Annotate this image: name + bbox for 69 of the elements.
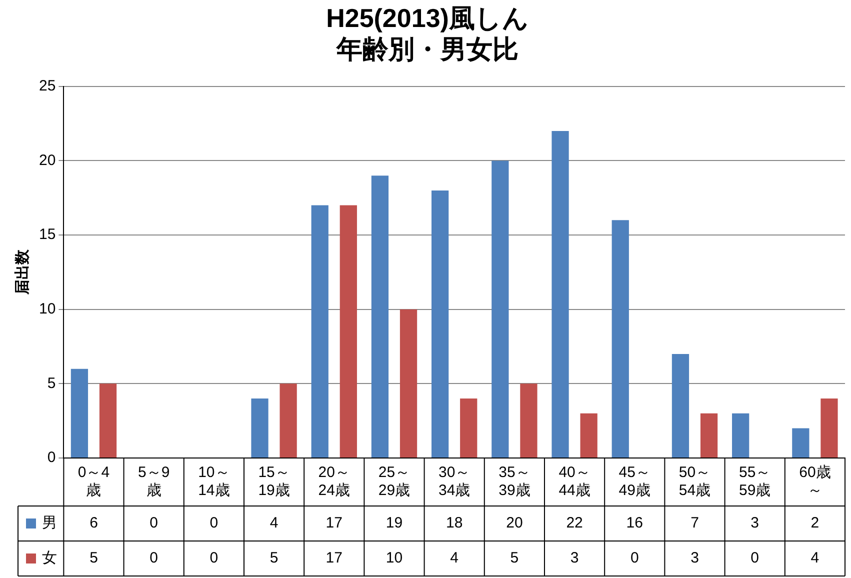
- bar: [280, 384, 297, 458]
- x-tick-label: 0～4歳: [78, 464, 110, 500]
- bar: [99, 384, 117, 458]
- bar: [492, 160, 509, 458]
- y-tick-label: 0: [47, 449, 56, 466]
- x-tick-label: 10～14歳: [198, 464, 230, 500]
- data-label: 4: [810, 550, 820, 567]
- bar: [251, 398, 268, 458]
- x-tick-label: 55～59歳: [739, 464, 771, 500]
- y-tick-label: 20: [38, 152, 56, 169]
- legend-label: 女: [42, 550, 57, 567]
- bar: [700, 413, 718, 458]
- bar: [732, 413, 750, 458]
- bar: [820, 398, 838, 458]
- x-tick-label: 20～24歳: [318, 464, 350, 500]
- bar: [792, 428, 810, 458]
- bar: [520, 384, 538, 458]
- data-label: 0: [210, 550, 218, 567]
- bar: [400, 309, 418, 458]
- x-tick-label: 15～19歳: [258, 464, 290, 500]
- y-tick-label: 5: [47, 374, 56, 392]
- x-tick-label: 35～39歳: [498, 464, 530, 500]
- data-label: 3: [570, 550, 579, 567]
- data-label: 19: [386, 514, 403, 532]
- data-label: 5: [270, 550, 278, 567]
- data-label: 0: [210, 514, 218, 532]
- bar: [672, 354, 690, 458]
- data-label: 5: [90, 550, 98, 567]
- data-label: 3: [750, 514, 760, 532]
- legend-label: 男: [42, 514, 57, 532]
- data-label: 2: [810, 514, 820, 532]
- data-label: 5: [510, 550, 519, 567]
- y-tick-label: 15: [38, 226, 56, 244]
- y-axis-title: 届出数: [14, 248, 32, 296]
- data-label: 7: [690, 514, 699, 532]
- data-label: 3: [690, 550, 699, 567]
- data-label: 20: [506, 514, 523, 532]
- data-label: 18: [446, 514, 463, 532]
- x-tick-label: 30～34歳: [438, 464, 470, 500]
- bar: [552, 130, 569, 458]
- bar: [311, 205, 328, 458]
- y-tick-label: 10: [38, 300, 56, 318]
- bar: [580, 413, 598, 458]
- data-label: 22: [566, 514, 583, 532]
- data-label: 6: [90, 514, 98, 532]
- x-tick-label: 5～9歳: [138, 464, 170, 500]
- data-label: 0: [630, 550, 639, 567]
- bar: [340, 205, 357, 458]
- data-label: 4: [450, 550, 459, 567]
- data-label: 4: [270, 514, 278, 532]
- data-label: 0: [150, 550, 158, 567]
- chart-title: H25(2013)風しん年齢別・男女比: [326, 2, 529, 64]
- x-tick-label: 40～44歳: [558, 464, 590, 500]
- x-tick-label: 60歳～: [799, 464, 831, 500]
- bar: [612, 220, 629, 458]
- y-tick-label: 25: [38, 78, 56, 95]
- data-label: 10: [386, 550, 403, 567]
- data-label: 17: [326, 514, 342, 532]
- data-label: 17: [326, 550, 342, 567]
- data-label: 0: [150, 514, 158, 532]
- bar: [460, 398, 478, 458]
- x-tick-label: 45～49歳: [618, 464, 650, 500]
- bar: [371, 176, 389, 458]
- x-tick-label: 25～29歳: [378, 464, 410, 500]
- x-tick-label: 50～54歳: [678, 464, 711, 500]
- bar: [432, 190, 449, 458]
- data-label: 16: [626, 514, 643, 532]
- bar: [70, 368, 88, 458]
- data-label: 0: [750, 550, 760, 567]
